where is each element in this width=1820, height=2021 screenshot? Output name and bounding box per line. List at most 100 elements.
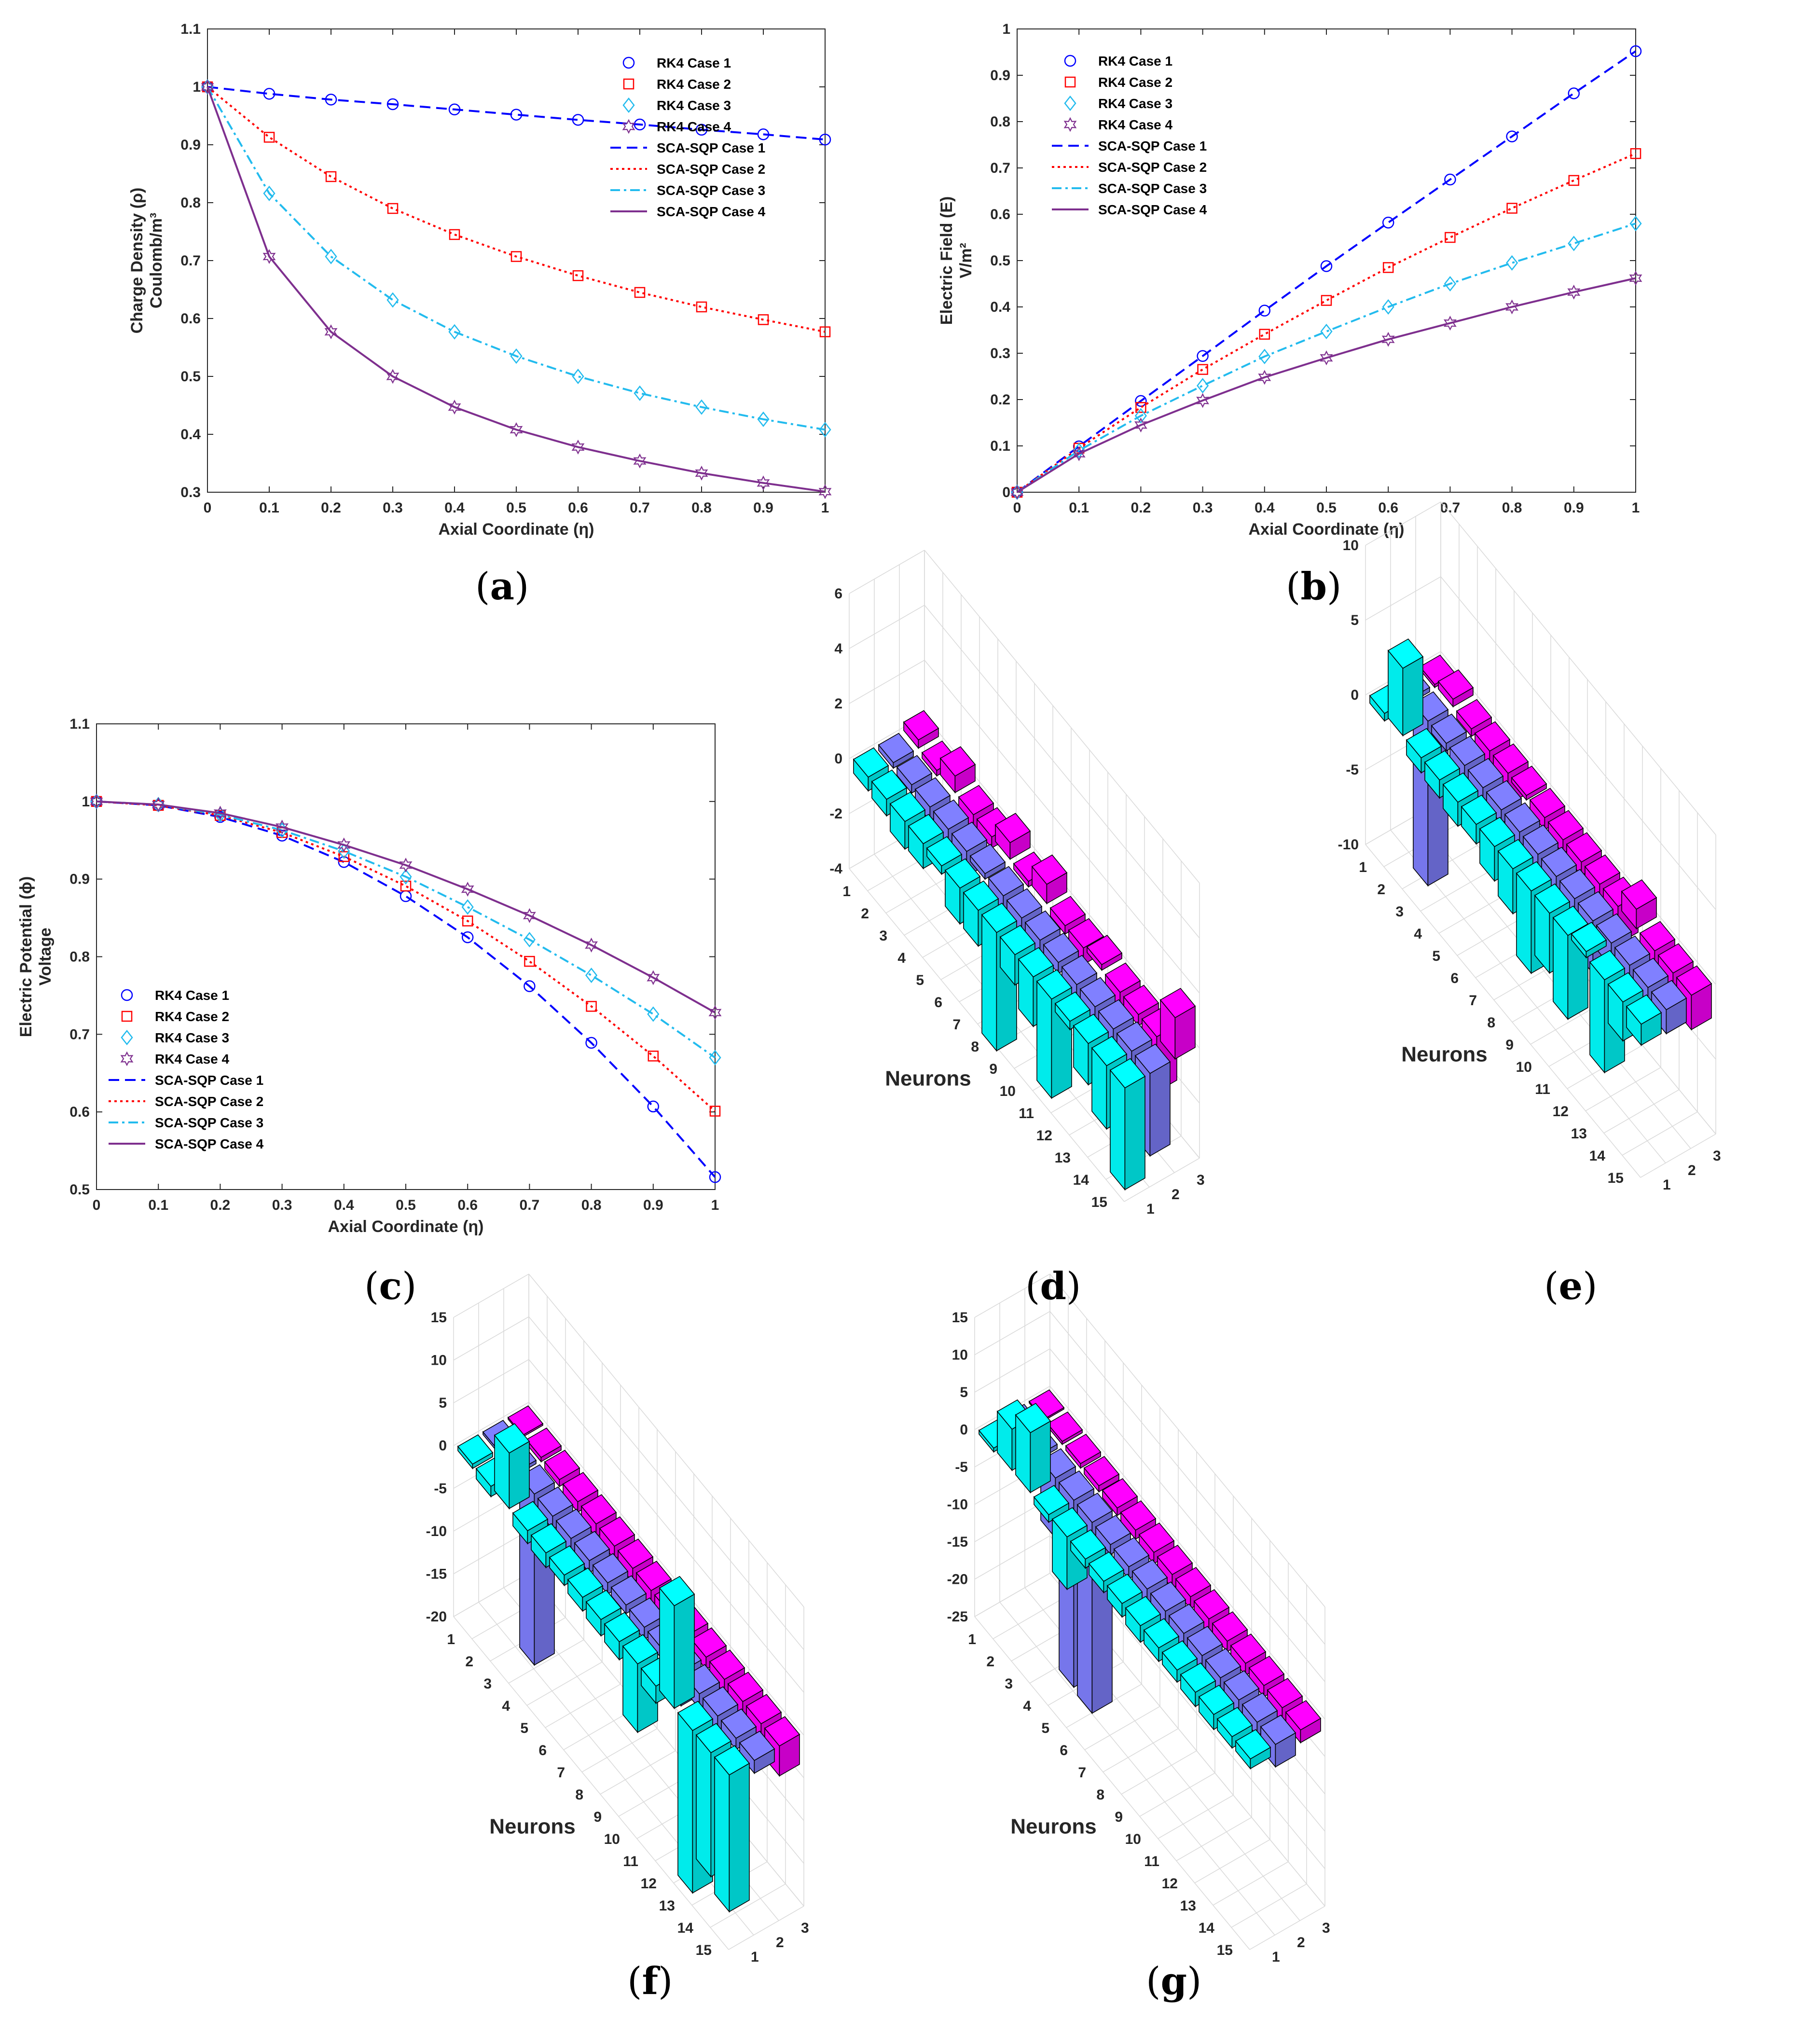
- data-point-case3: [1320, 323, 1333, 339]
- bar-neuron3-row1: [1015, 1403, 1051, 1494]
- x-tick-label: 0.9: [643, 1197, 663, 1213]
- grid-line: [1049, 1386, 1325, 1719]
- z-tick-label: 10: [431, 1353, 447, 1369]
- bar-top-face: [1076, 1493, 1113, 1523]
- bar-top-face: [908, 814, 944, 844]
- x-axis-label: Neurons: [885, 1067, 971, 1091]
- bar-top-face: [720, 1708, 757, 1739]
- legend-marker: [121, 1029, 133, 1046]
- data-point-case1: [325, 94, 337, 106]
- bar-top-face: [1018, 947, 1054, 978]
- neuron-tick-label: 4: [1023, 1698, 1031, 1714]
- data-point-case2: [400, 880, 412, 892]
- data-point-case2: [524, 955, 535, 967]
- series-line-case4: [1016, 277, 1636, 493]
- z-tick-label: -5: [434, 1481, 447, 1496]
- grid-line: [453, 1530, 529, 1575]
- grid-line: [545, 1684, 621, 1728]
- y-tick-label: 0.3: [180, 484, 201, 500]
- grid-line: [710, 1883, 786, 1928]
- bars-layer: [1369, 638, 1712, 1074]
- row-tick-label: 3: [1197, 1172, 1205, 1188]
- data-point-case3: [510, 348, 523, 364]
- z-tick-label: 15: [431, 1310, 447, 1326]
- chart-panel-d: -4 -2 0 2 4 6 1 2 3 4 5 6 7 8 9 10 11 12 13 14 15 1 2 3 Neurons: [791, 550, 1322, 1264]
- bar-top-face: [555, 1509, 592, 1539]
- neuron-tick-label: 15: [1608, 1170, 1624, 1186]
- z-tick-label: 0: [439, 1438, 447, 1454]
- neuron-tick-label: 1: [447, 1632, 455, 1647]
- y-axis-label: Electric Potential (ϕ): [17, 876, 35, 1037]
- neuron-tick-label: 6: [1450, 970, 1459, 986]
- y-tick-label: 0.7: [180, 253, 201, 269]
- series-line-case1: [207, 86, 826, 141]
- bar-top-face: [1079, 977, 1116, 1008]
- data-point-case4: [1567, 284, 1581, 300]
- x-tick-label: 1: [711, 1197, 719, 1213]
- bar-top-face: [926, 836, 963, 867]
- z-tick-label: -20: [947, 1572, 968, 1588]
- data-point-case2: [1506, 203, 1517, 214]
- grid-line: [508, 1639, 584, 1684]
- legend-entry: SCA-SQP Case 3: [155, 1115, 263, 1130]
- bar-top-face: [574, 1531, 610, 1562]
- neuron-tick-label: 12: [1036, 1128, 1052, 1144]
- bar-top-face: [1474, 721, 1511, 752]
- grid-line: [1622, 1111, 1698, 1156]
- row-tick-label: 3: [1713, 1148, 1721, 1164]
- data-point-case2: [1259, 329, 1270, 340]
- neuron-tick-label: 8: [575, 1787, 583, 1803]
- row-tick-label: 1: [1272, 1949, 1280, 1965]
- bar-top-face: [1285, 1700, 1322, 1730]
- chart-panel-e: -10 -5 0 5 10 1 2 3 4 5 6 7 8 9 10 11 12 13 14 15 1 2 3 Neurons: [1303, 501, 1820, 1264]
- bar-top-face: [1083, 1456, 1120, 1486]
- z-tick-label: -5: [955, 1459, 968, 1475]
- row-tick-label: 3: [1322, 1920, 1330, 1936]
- grid-line: [1603, 1089, 1680, 1134]
- data-point-case4: [510, 422, 523, 437]
- data-point-case4: [757, 475, 770, 491]
- row-tick-label: 2: [1297, 1935, 1305, 1951]
- data-point-case2: [586, 1001, 597, 1012]
- z-tick-label: -10: [426, 1523, 447, 1539]
- legend-entry: SCA-SQP Case 1: [657, 140, 765, 155]
- data-point-case4: [585, 937, 598, 953]
- bar-top-face: [1651, 980, 1687, 1010]
- data-point-case1: [819, 133, 831, 146]
- z-tick-label: 0: [960, 1422, 968, 1438]
- neuron-tick-label: 7: [557, 1765, 565, 1781]
- x-axis-label: Axial Coordinate (η): [1248, 520, 1404, 539]
- z-tick-label: -15: [947, 1534, 968, 1550]
- bar-top-face: [1559, 869, 1596, 900]
- bar-top-face: [610, 1575, 647, 1606]
- data-point-case2: [696, 301, 707, 313]
- bar-top-face: [1125, 1596, 1161, 1626]
- bar-front-face: [714, 1756, 730, 1913]
- legend-entry: SCA-SQP Case 4: [155, 1136, 264, 1151]
- neuron-tick-label: 9: [1115, 1809, 1123, 1825]
- bar-side-face: [1124, 1076, 1145, 1190]
- grid-line: [999, 1602, 1275, 1936]
- grid-line: [1440, 576, 1716, 910]
- bar-top-face: [1106, 1574, 1143, 1604]
- bar-top-face: [1511, 765, 1547, 796]
- bar-top-face: [544, 1450, 580, 1481]
- y-tick-label: 0.6: [69, 1104, 90, 1120]
- neuron-tick-label: 5: [1041, 1720, 1049, 1736]
- data-point-case3: [325, 249, 337, 264]
- bar-top-face: [585, 1590, 622, 1620]
- bar-top-face: [1547, 810, 1584, 841]
- bar-top-face: [1406, 728, 1442, 759]
- grid-line: [1121, 1750, 1197, 1795]
- x-tick-label: 0.4: [1255, 500, 1275, 516]
- neuron-tick-label: 1: [1359, 859, 1367, 875]
- neuron-tick-label: 2: [986, 1654, 994, 1670]
- bar-top-face: [1070, 1529, 1106, 1560]
- bar-top-face: [599, 1516, 635, 1547]
- grid-line: [526, 1661, 603, 1706]
- grid-line: [974, 1535, 1050, 1580]
- x-tick-label: 1: [821, 500, 829, 516]
- data-point-case2: [819, 326, 831, 337]
- data-point-case4: [152, 797, 165, 812]
